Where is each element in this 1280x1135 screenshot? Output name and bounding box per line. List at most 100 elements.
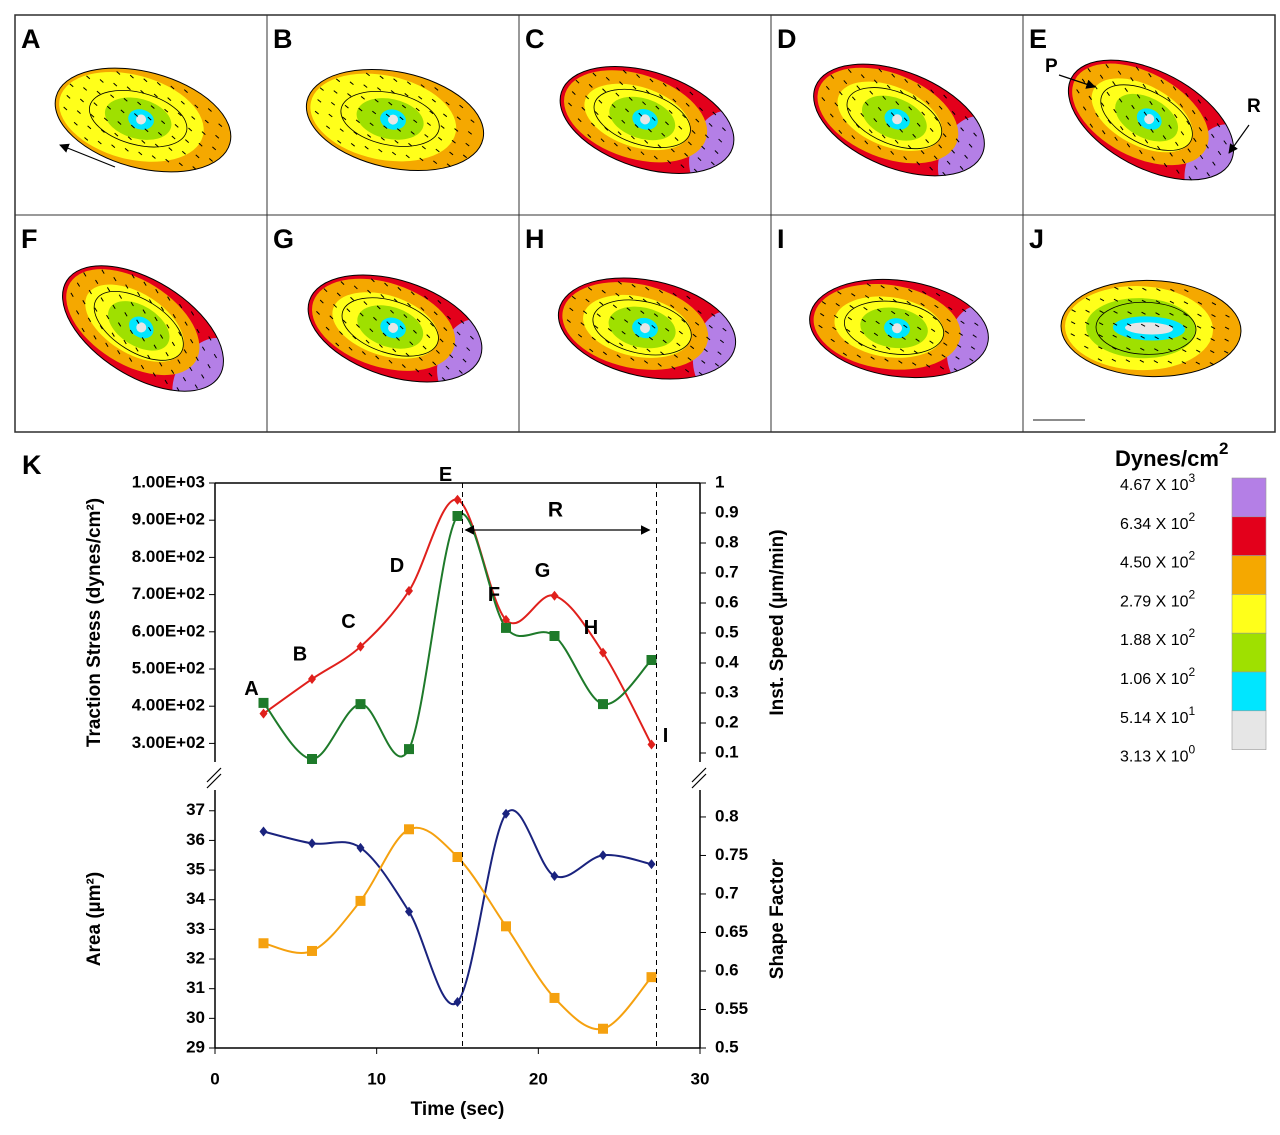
traction-vector xyxy=(100,297,104,302)
traction-vector xyxy=(348,346,353,351)
y-tick-label: 32 xyxy=(186,949,205,968)
traction-vector xyxy=(1151,156,1155,161)
traction-vector xyxy=(577,333,583,338)
traction-vector xyxy=(314,110,319,115)
point-label: D xyxy=(390,555,404,577)
traction-vector xyxy=(921,111,926,116)
y2-tick-label: 0.9 xyxy=(715,502,739,521)
traction-vector xyxy=(913,350,919,354)
traction-vector xyxy=(860,112,865,117)
traction-vector xyxy=(346,308,351,313)
traction-vector xyxy=(1180,131,1185,136)
traction-vector xyxy=(86,75,91,80)
traction-vector xyxy=(955,138,960,143)
traction-vector xyxy=(683,307,688,311)
traction-vector xyxy=(137,101,142,106)
marker xyxy=(550,871,559,881)
traction-vector xyxy=(653,313,659,317)
color-swatch xyxy=(1231,632,1267,673)
marker xyxy=(259,826,268,837)
traction-vector xyxy=(820,312,825,317)
traction-vector xyxy=(873,332,879,337)
y-tick-label: 37 xyxy=(186,800,205,819)
x-tick-label: 0 xyxy=(210,1069,219,1088)
traction-vector xyxy=(170,85,175,90)
traction-vector xyxy=(358,107,363,112)
traction-vector xyxy=(629,295,634,300)
traction-vector xyxy=(920,302,925,307)
traction-vector xyxy=(1197,301,1203,305)
colorbar-label-sup: 2 xyxy=(1189,588,1196,602)
traction-vector xyxy=(201,131,206,136)
traction-vector xyxy=(818,324,823,329)
color-swatch xyxy=(1231,710,1267,750)
traction-vector xyxy=(184,321,188,326)
traction-vector xyxy=(386,321,391,326)
traction-vector xyxy=(111,144,116,149)
traction-vector xyxy=(601,289,606,294)
traction-vector xyxy=(577,118,582,123)
nucleus-outline xyxy=(93,290,184,361)
traction-vector xyxy=(1183,301,1189,305)
y-tick-label: 30 xyxy=(186,1008,205,1027)
traction-vector xyxy=(369,328,374,333)
traction-vector xyxy=(171,341,176,347)
traction-vector xyxy=(847,68,852,73)
traction-vector xyxy=(912,362,917,366)
traction-vector xyxy=(1084,321,1090,325)
traction-vector xyxy=(409,341,414,346)
y2-axis-label: Inst. Speed (µm/min) xyxy=(767,529,788,715)
traction-vector xyxy=(447,315,451,320)
traction-vector xyxy=(943,94,947,99)
traction-vector xyxy=(363,84,368,88)
traction-vector xyxy=(1182,325,1188,329)
traction-vector xyxy=(894,287,899,291)
cell-body xyxy=(62,265,238,416)
traction-vector xyxy=(1138,122,1142,127)
traction-vector xyxy=(470,119,475,123)
traction-vector xyxy=(458,370,463,374)
traction-vector xyxy=(649,78,654,83)
panel-label: H xyxy=(525,224,545,254)
traction-vector xyxy=(88,289,92,295)
traction-vector xyxy=(445,365,450,370)
cell-outline xyxy=(62,265,224,392)
traction-vector xyxy=(131,274,135,279)
y2-tick-label: 1 xyxy=(715,472,724,491)
cell-body xyxy=(813,64,999,197)
cell-body xyxy=(558,277,746,395)
traction-vector xyxy=(208,158,213,162)
traction-vector xyxy=(722,327,727,332)
traction-vector xyxy=(378,148,383,153)
y-tick-label: 35 xyxy=(186,860,205,879)
traction-vector xyxy=(670,148,675,153)
traction-vector xyxy=(1154,336,1159,340)
traction-vector xyxy=(691,130,696,134)
y2-tick-label: 0.5 xyxy=(715,1037,739,1056)
traction-vector xyxy=(714,150,719,154)
traction-vector xyxy=(356,324,360,328)
traction-vector xyxy=(613,142,618,147)
traction-vector xyxy=(710,161,715,166)
traction-vector xyxy=(929,127,934,132)
traction-vector xyxy=(384,282,389,287)
colorbar-label: 4.50 X 102 xyxy=(1120,549,1196,572)
traction-vector xyxy=(135,347,139,352)
traction-vector xyxy=(962,308,967,313)
traction-vector xyxy=(925,364,931,368)
traction-vector xyxy=(685,102,690,107)
marker xyxy=(356,842,365,853)
traction-vector xyxy=(218,123,223,128)
traction-vector xyxy=(434,87,439,91)
traction-vector xyxy=(1169,300,1175,304)
traction-vector xyxy=(667,159,672,164)
traction-vector xyxy=(856,85,861,90)
stress-zone xyxy=(388,114,399,125)
traction-vector xyxy=(124,312,128,317)
traction-vector xyxy=(594,111,599,116)
annotation: R xyxy=(548,499,563,522)
traction-vector xyxy=(1126,143,1131,148)
traction-vector xyxy=(656,301,661,306)
traction-vector xyxy=(842,118,847,123)
traction-vector xyxy=(415,368,420,373)
